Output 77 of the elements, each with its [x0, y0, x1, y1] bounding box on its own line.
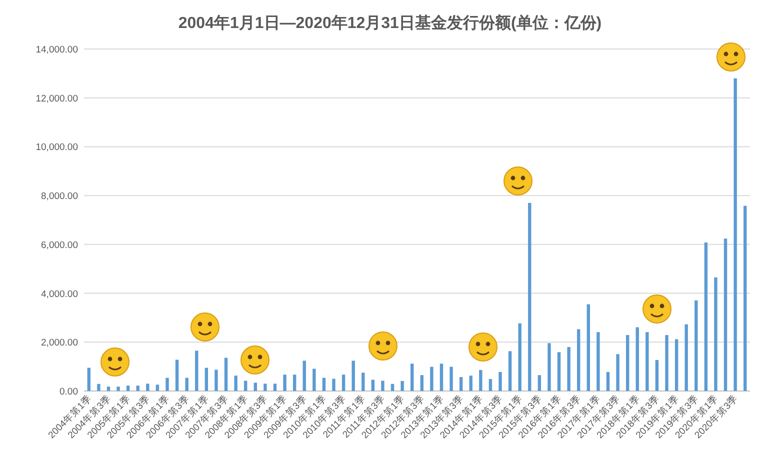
- bar: [528, 202, 532, 391]
- bar: [214, 370, 218, 391]
- bar: [292, 374, 296, 391]
- bar: [420, 375, 424, 391]
- bar: [342, 374, 346, 391]
- bar: [195, 350, 198, 391]
- bar: [234, 376, 238, 391]
- bar: [606, 372, 610, 391]
- bar: [312, 368, 316, 391]
- bar: [586, 304, 590, 391]
- bar: [390, 384, 394, 391]
- bar: [616, 354, 620, 391]
- bar: [548, 343, 551, 391]
- bar: [97, 384, 100, 391]
- y-tick-label: 12,000.00: [36, 93, 78, 104]
- bar: [332, 378, 336, 391]
- bar: [224, 358, 228, 391]
- y-tick-label: 6,000.00: [41, 240, 78, 251]
- bar: [283, 374, 286, 391]
- bar: [488, 379, 492, 391]
- y-tick-label: 14,000.00: [36, 44, 78, 56]
- y-tick-label: 10,000.00: [36, 142, 78, 154]
- bar: [254, 382, 257, 391]
- bar: [724, 238, 728, 391]
- bar: [714, 277, 718, 391]
- bar: [636, 327, 639, 391]
- bar: [322, 378, 326, 391]
- bar: [459, 377, 463, 391]
- bar: [273, 384, 277, 391]
- bar: [646, 332, 649, 391]
- y-tick-label: 8,000.00: [41, 191, 78, 202]
- bar: [400, 380, 404, 391]
- bar: [626, 335, 630, 391]
- bar: [302, 360, 306, 391]
- bar: [469, 376, 472, 391]
- bar: [665, 335, 668, 391]
- bar: [734, 78, 737, 391]
- bar: [410, 364, 414, 391]
- bar: [744, 206, 747, 391]
- bar: [674, 339, 678, 391]
- bar: [479, 370, 482, 391]
- bar: [450, 366, 453, 391]
- bar: [264, 384, 267, 391]
- bar: [684, 324, 688, 391]
- bar: [166, 378, 169, 391]
- bar: [557, 352, 561, 391]
- bar: [538, 375, 542, 391]
- bar: [381, 380, 384, 391]
- bar: [87, 368, 90, 391]
- bar: [655, 360, 659, 391]
- bar: [204, 368, 208, 391]
- bar: [704, 242, 708, 391]
- bar: [126, 386, 130, 391]
- bar: [518, 323, 522, 391]
- y-tick-label: 2,000.00: [41, 338, 78, 349]
- bar: [567, 347, 570, 391]
- bar: [106, 386, 110, 391]
- bar: [362, 372, 365, 391]
- chart-title: 2004年1月1日—2020年12月31日基金发行份额(单位：亿份): [178, 14, 602, 32]
- bar: [430, 366, 434, 391]
- bar: [596, 332, 600, 391]
- bar: [185, 378, 188, 391]
- bar: [244, 380, 248, 391]
- bar: [352, 360, 355, 391]
- bar: [371, 380, 375, 391]
- bar: [156, 384, 160, 391]
- bar: [175, 360, 179, 391]
- bar: [694, 300, 698, 391]
- bar: [146, 384, 150, 391]
- y-tick-label: 4,000.00: [41, 288, 78, 300]
- bar: [116, 386, 120, 391]
- bar: [577, 329, 580, 391]
- y-tick-label: 0.00: [60, 386, 78, 398]
- bar: [498, 372, 502, 391]
- bar: [440, 364, 444, 391]
- bar: [508, 351, 512, 391]
- bar: [136, 386, 140, 391]
